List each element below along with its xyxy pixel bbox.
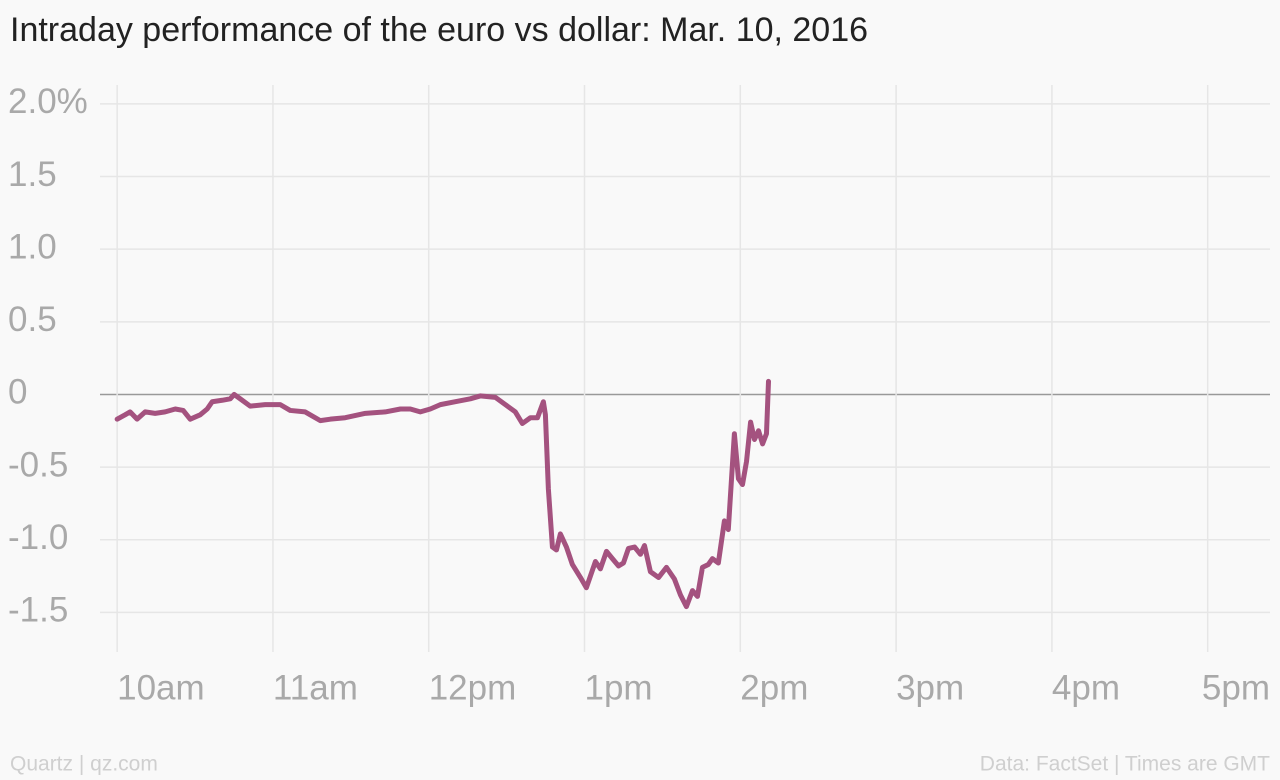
y-tick-label: -0.5: [8, 445, 68, 484]
x-tick-label: 3pm: [896, 668, 964, 707]
data-line: [114, 378, 772, 610]
x-tick-label: 1pm: [585, 668, 653, 707]
x-tick-label: 5pm: [1202, 668, 1270, 707]
y-tick-label: 2.0%: [8, 82, 88, 121]
x-tick-label: 4pm: [1052, 668, 1120, 707]
y-tick-label: 0: [8, 373, 27, 412]
x-tick-label: 12pm: [429, 668, 517, 707]
y-tick-label: -1.0: [8, 518, 68, 557]
x-tick-label: 10am: [117, 668, 205, 707]
source-left: Quartz | qz.com: [10, 753, 158, 776]
chart-title: Intraday performance of the euro vs doll…: [10, 11, 868, 49]
source-right: Data: FactSet | Times are GMT: [980, 753, 1270, 776]
x-tick-label: 11am: [273, 668, 358, 707]
y-tick-label: 1.0: [8, 227, 57, 266]
y-tick-label: 0.5: [8, 300, 57, 339]
y-tick-label: 1.5: [8, 155, 57, 194]
x-tick-label: 2pm: [740, 668, 808, 707]
y-tick-label: -1.5: [8, 591, 68, 630]
